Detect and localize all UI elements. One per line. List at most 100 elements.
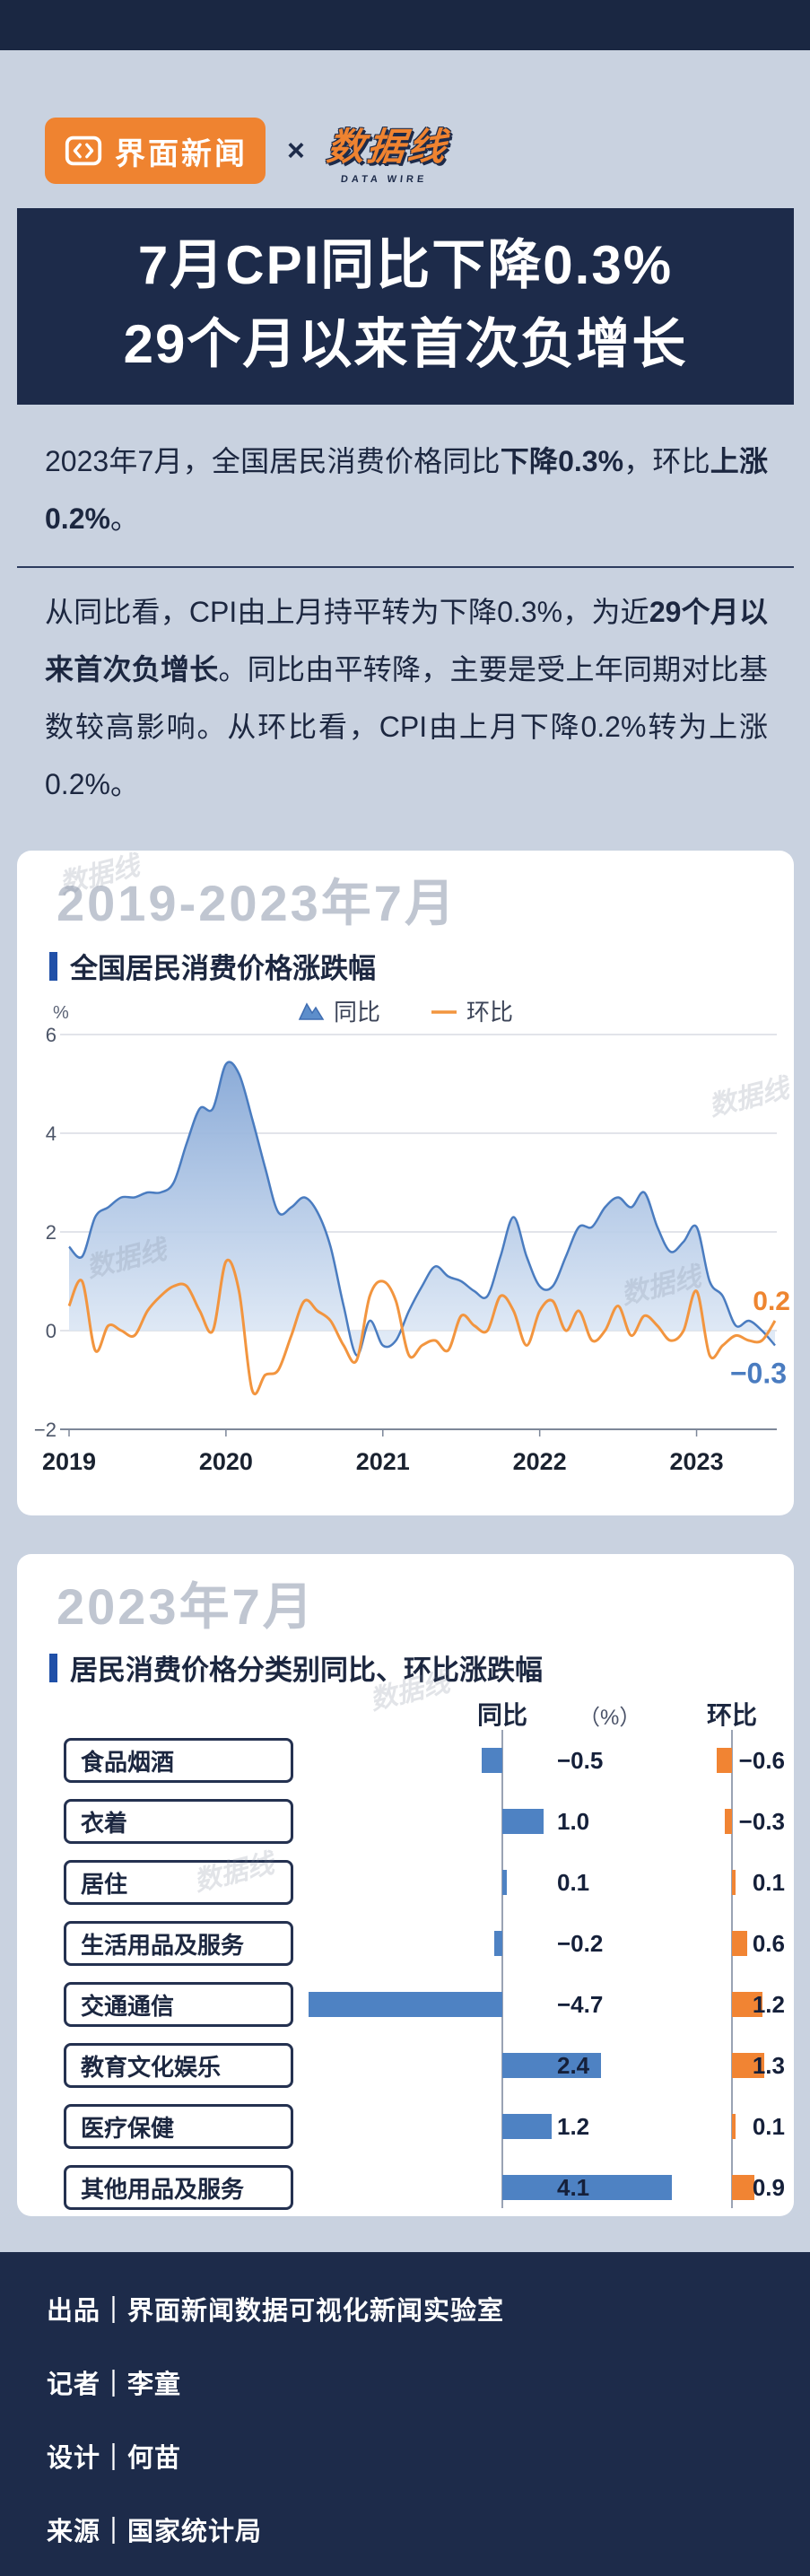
section-divider [17, 566, 794, 568]
jiemian-logo: 界面新闻 [45, 118, 266, 184]
text-segment: 29个月以来首次负增长 [45, 596, 768, 685]
chart2-period-heading: 2023年7月 [57, 1578, 316, 1635]
yoy-value: −4.7 [557, 1991, 604, 2018]
mom-value: −0.6 [738, 1747, 785, 1774]
headline-line2: 29个月以来首次负增长 [123, 314, 688, 374]
headline-line1: 7月CPI同比下降0.3% [137, 235, 674, 295]
bar-row: 医疗保健 1.2 0.1 [17, 2104, 794, 2149]
text-segment: 上涨0.2% [45, 445, 768, 535]
yoy-bar [502, 1870, 507, 1895]
footer-credit-reporter: 记者｜李童 [47, 2371, 182, 2399]
brand-separator: × [287, 133, 305, 168]
text-segment: 2023年7月，全国居民消费价格同比 [45, 445, 501, 477]
column-header-unit: （%） [579, 1706, 641, 1730]
svg-text:2021: 2021 [356, 1448, 410, 1475]
mom-value: 1.3 [752, 2052, 785, 2079]
line-chart-card: 2019-2023年7月 全国居民消费价格涨跌幅 同比 环比 % [17, 851, 794, 1515]
mom-bar [732, 1992, 762, 2017]
yoy-bar [482, 1748, 502, 1773]
yoy-bar [502, 2053, 602, 2078]
footer-credit-producer: 出品｜界面新闻数据可视化新闻实验室 [47, 2297, 505, 2326]
yoy-bar [308, 1992, 502, 2017]
legend-label-mom: 环比 [466, 999, 514, 1026]
svg-text:6: 6 [46, 1024, 57, 1046]
bar-row: 交通通信 −4.7 1.2 [17, 1982, 794, 2027]
svg-text:0.2: 0.2 [753, 1287, 790, 1316]
mom-value: 0.6 [752, 1930, 785, 1957]
mom-value: −0.3 [738, 1808, 785, 1835]
svg-text:2022: 2022 [513, 1448, 567, 1475]
line-series-icon [431, 1009, 457, 1014]
bar-row: 教育文化娱乐 2.4 1.3 [17, 2043, 794, 2088]
yoy-bar [502, 1809, 544, 1834]
jiemian-icon [65, 135, 102, 166]
yoy-value: 4.1 [557, 2174, 590, 2201]
svg-text:−2: −2 [34, 1419, 57, 1441]
mom-bar [724, 1809, 732, 1834]
yoy-value: 0.1 [557, 1869, 590, 1896]
mom-bar [717, 1748, 732, 1773]
y-axis-unit: % [53, 1003, 69, 1023]
mom-value: 0.9 [752, 2174, 785, 2201]
bar-row: 其他用品及服务 4.1 0.9 [17, 2165, 794, 2210]
svg-text:−0.3: −0.3 [730, 1358, 787, 1390]
mom-value: 0.1 [752, 1869, 785, 1896]
chart1-period-heading: 2019-2023年7月 [57, 875, 457, 931]
area-series-icon [298, 1001, 325, 1020]
top-bar [0, 0, 810, 50]
legend-item-yoy: 同比 [298, 994, 380, 1027]
bar-row: 衣着 1.0 −0.3 [17, 1799, 794, 1844]
mom-axis-line [731, 1730, 733, 2208]
datawire-logo: 数据线 DATA WIRE [323, 117, 451, 185]
chart-legend: 同比 环比 [17, 994, 794, 1027]
yoy-bar [502, 2114, 553, 2139]
yoy-value: 1.2 [557, 2113, 590, 2140]
svg-text:4: 4 [46, 1122, 57, 1145]
yoy-value: 1.0 [557, 1808, 590, 1835]
bar-chart-card: 2023年7月 居民消费价格分类别同比、环比涨跌幅 同比 （%） 环比 食品烟酒… [17, 1554, 794, 2216]
cpi-line-chart: 6 4 2 0 −2 2019 2020 2021 2022 2023 0.2 −0.3 [34, 1024, 790, 1475]
category-label: 教育文化娱乐 [64, 2043, 293, 2088]
svg-text:2020: 2020 [199, 1448, 253, 1475]
mom-bar [732, 2114, 736, 2139]
yoy-axis-line [501, 1730, 503, 2208]
mom-bar [732, 2053, 765, 2078]
mom-value: 0.1 [752, 2113, 785, 2140]
category-label: 食品烟酒 [64, 1738, 293, 1783]
svg-text:2: 2 [46, 1221, 57, 1244]
text-segment: 从同比看，CPI由上月持平转为下降0.3%，为近 [45, 596, 649, 628]
bar-row: 生活用品及服务 −0.2 0.6 [17, 1921, 794, 1966]
mom-bar [732, 1870, 736, 1895]
accent-bar [49, 951, 57, 981]
category-label: 衣着 [64, 1799, 293, 1844]
headline: 7月CPI同比下降0.3% 29个月以来首次负增长 [17, 208, 794, 405]
datawire-logo-text: 数据线 [324, 126, 450, 168]
footer-credit-source: 来源｜国家统计局 [47, 2518, 263, 2546]
bar-row: 食品烟酒 −0.5 −0.6 [17, 1738, 794, 1783]
chart1-title-row: 全国居民消费价格涨跌幅 [49, 946, 376, 986]
chart1-title: 全国居民消费价格涨跌幅 [70, 953, 376, 984]
footer-credit-designer: 设计｜何苗 [47, 2444, 182, 2473]
yoy-bar [493, 1931, 502, 1956]
mom-value: 1.2 [752, 1991, 785, 2018]
brand-row: 界面新闻 × 数据线 DATA WIRE [45, 111, 451, 190]
legend-label-yoy: 同比 [333, 999, 380, 1026]
legend-item-mom: 环比 [431, 994, 513, 1027]
svg-text:2019: 2019 [42, 1448, 96, 1475]
column-header-mom: 环比 [706, 1701, 757, 1729]
jiemian-logo-text: 界面新闻 [115, 136, 248, 171]
mom-bar [732, 1931, 747, 1956]
bar-rows: 食品烟酒 −0.5 −0.6 衣着 1.0 −0.3 居住 0.1 0.1 生活用品及服务 −0.2… [17, 1554, 794, 2216]
svg-text:2023: 2023 [670, 1448, 724, 1475]
category-label: 居住 [64, 1860, 293, 1905]
datawire-logo-subtext: DATA WIRE [340, 174, 428, 185]
text-segment: 下降0.3% [500, 445, 624, 477]
category-label: 生活用品及服务 [64, 1921, 293, 1966]
bar-row: 居住 0.1 0.1 [17, 1860, 794, 1905]
mom-bar [732, 2175, 755, 2200]
footer: 出品｜界面新闻数据可视化新闻实验室 记者｜李童 设计｜何苗 来源｜国家统计局 [0, 2252, 810, 2576]
intro-paragraph: 2023年7月，全国居民消费价格同比下降0.3%，环比上涨0.2%。 [45, 432, 768, 547]
column-header-yoy: 同比 [476, 1701, 527, 1729]
yoy-value: −0.2 [557, 1930, 604, 1957]
category-label: 交通通信 [64, 1982, 293, 2027]
